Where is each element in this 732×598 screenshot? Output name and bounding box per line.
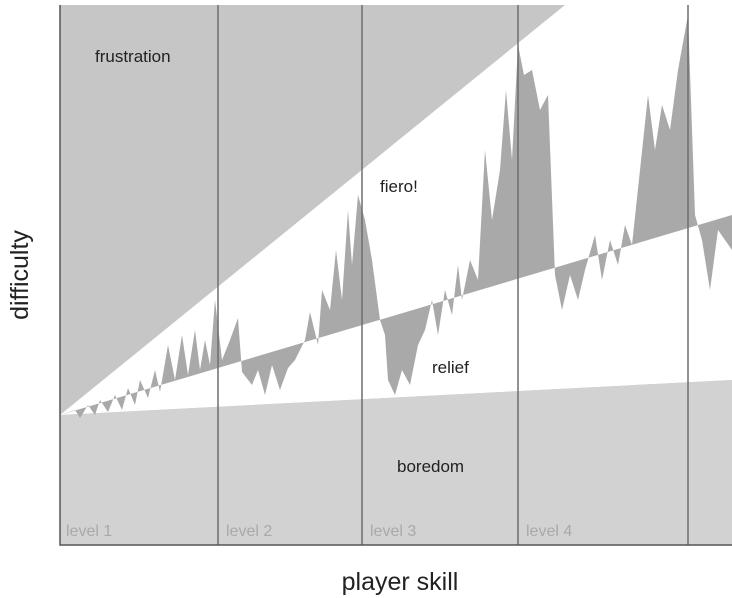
relief-label: relief [432,358,469,377]
axes [59,5,732,546]
level-label: level 2 [226,523,272,540]
difficulty-curve [60,15,732,418]
boredom-region [60,380,732,545]
x-axis-label: player skill [342,568,459,596]
level-dividers [217,5,689,545]
fiero-label: fiero! [380,177,418,196]
flow-channel [60,5,732,415]
y-axis-label: difficulty [6,230,34,320]
boredom-label: boredom [397,457,464,476]
level-label: level 4 [526,523,572,540]
frustration-label: frustration [95,47,171,66]
level-label: level 3 [370,523,416,540]
level-label: level 1 [66,523,112,540]
